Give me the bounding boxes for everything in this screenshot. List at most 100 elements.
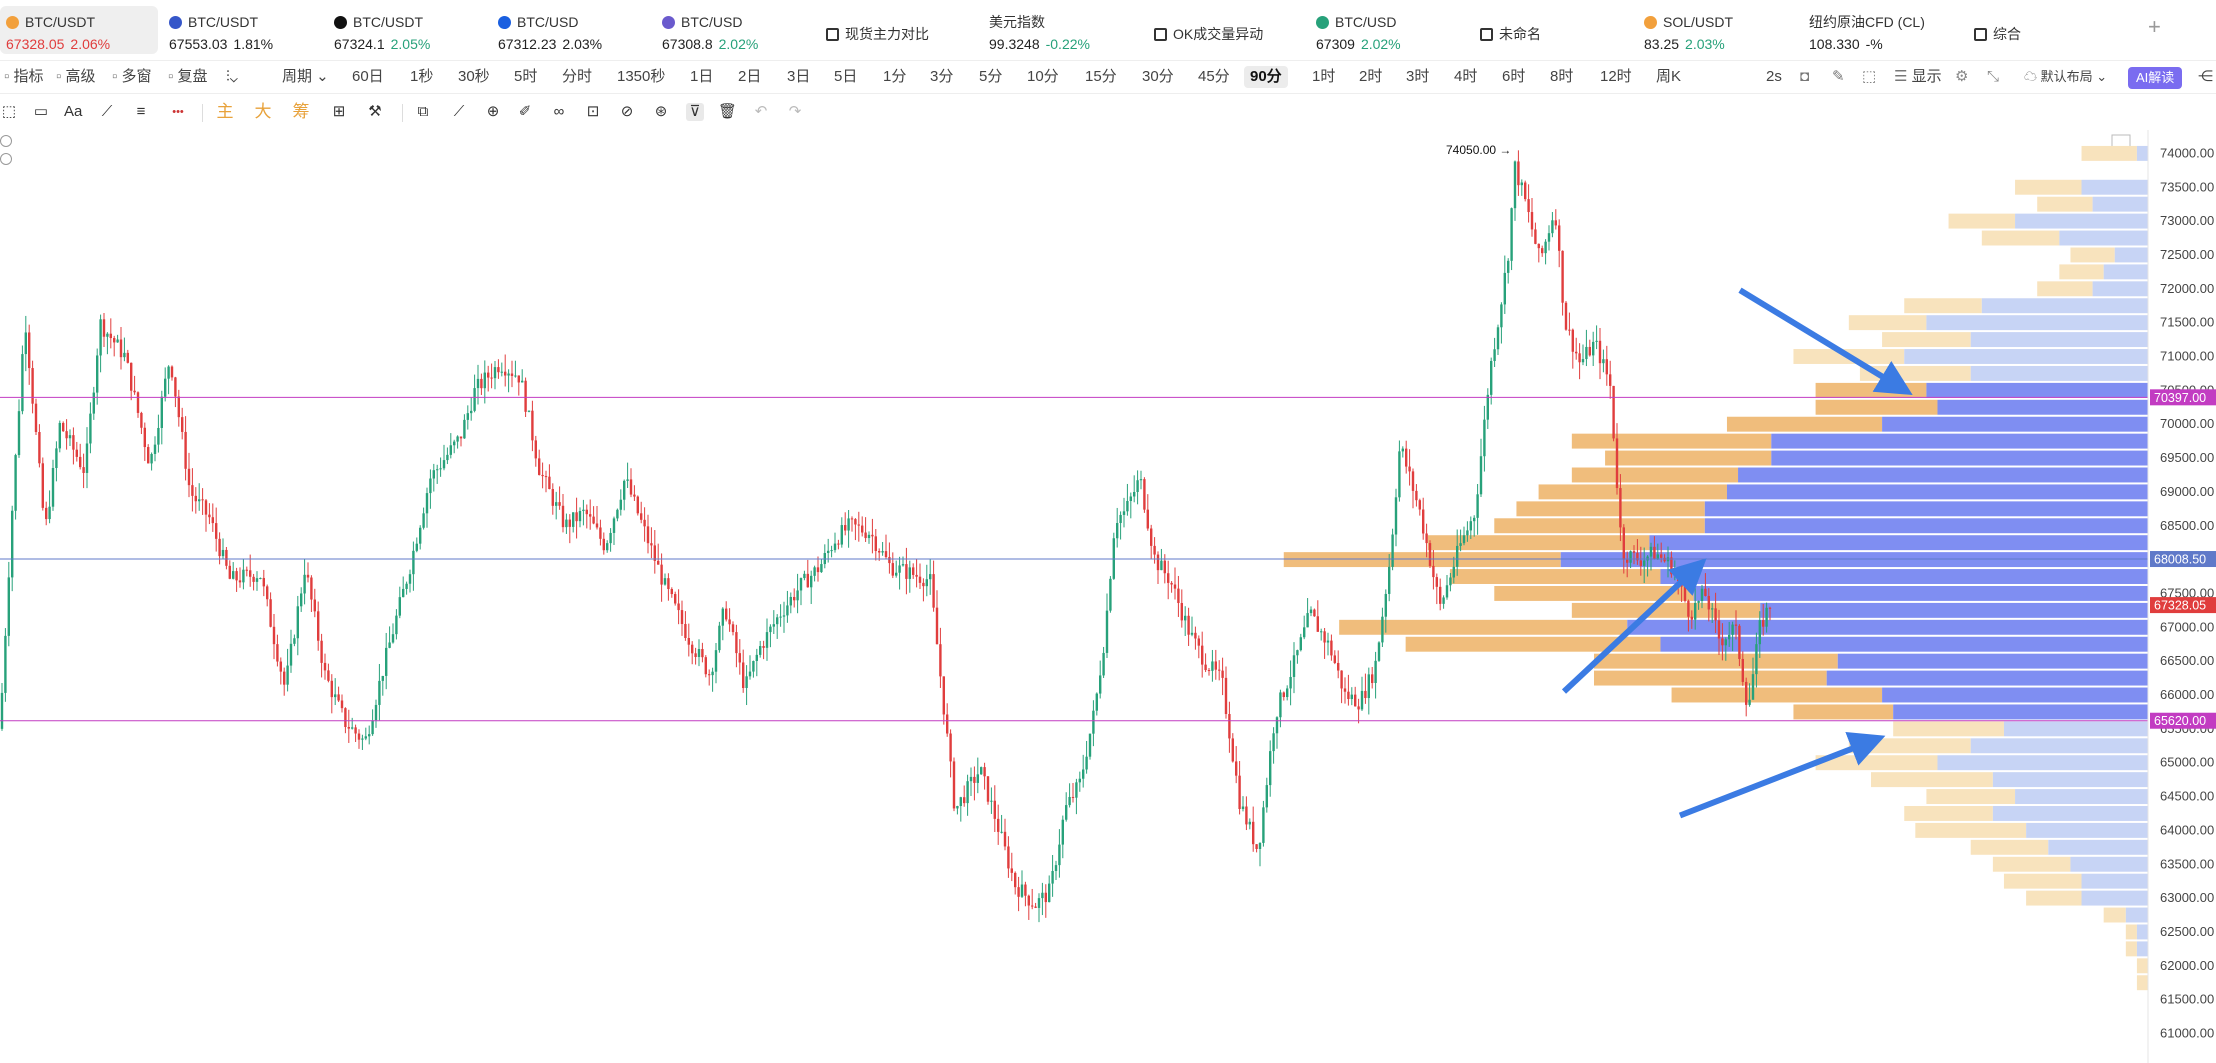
period-option[interactable]: 1秒 <box>410 68 434 85</box>
ai-interpret-button[interactable]: AI解读 <box>2128 67 2183 89</box>
pencil-icon[interactable]: ✎ <box>1832 68 1845 85</box>
ticker-change: 2.06% <box>70 36 111 52</box>
period-option[interactable]: 3日 <box>787 68 811 85</box>
ticker-tab[interactable]: 未命名 <box>1478 6 1628 54</box>
period-option[interactable]: 3分 <box>930 68 954 85</box>
candle-body <box>1493 349 1496 361</box>
vp-bar-sell <box>1948 213 2016 229</box>
candle-body <box>589 514 592 517</box>
ticker-tab[interactable]: BTC/USDT 67553.03 1.81% <box>167 6 317 54</box>
ticker-tab[interactable]: 美元指数 99.3248 -0.22% <box>987 6 1137 54</box>
period-option[interactable]: 5分 <box>979 68 1003 85</box>
collapse-icon[interactable] <box>0 135 12 147</box>
ticker-tab[interactable]: OK成交量异动 <box>1152 6 1302 54</box>
ruler-icon[interactable]: ⟋ <box>453 103 465 120</box>
y-tick-label: 73500.00 <box>2160 179 2214 194</box>
main-indicator[interactable]: 主 <box>216 102 234 121</box>
period-option[interactable]: 1350秒 <box>617 68 666 85</box>
period-option[interactable]: 90分 <box>1244 66 1288 88</box>
rectangle-icon[interactable]: ▭ <box>33 103 49 120</box>
candle-body <box>1592 341 1595 356</box>
period-option[interactable]: 1时 <box>1312 68 1336 85</box>
chart-type-button[interactable]: ⫶⌄ <box>226 66 238 88</box>
period-option[interactable]: 60日 <box>352 68 384 85</box>
candle-body <box>701 649 704 658</box>
redo-icon[interactable]: ↷ <box>788 103 802 120</box>
lock-icon[interactable]: ⊡ <box>586 103 600 120</box>
camera-icon[interactable]: ◘ <box>1800 68 1810 85</box>
vp-bar-sell <box>2059 264 2104 280</box>
ticker-tab[interactable]: SOL/USDT 83.25 2.03% <box>1642 6 1792 54</box>
ticker-tab[interactable]: 综合 <box>1972 6 2122 54</box>
link-icon[interactable]: ∞ <box>553 103 565 120</box>
period-option[interactable]: 5日 <box>834 68 858 85</box>
period-option[interactable]: 分时 <box>562 68 593 85</box>
expand-icon[interactable]: ⬚ <box>1862 68 1877 85</box>
candle-body <box>449 445 452 455</box>
text-icon[interactable]: Aa <box>64 103 83 120</box>
zoom-in-icon[interactable]: ⊕ <box>486 103 500 120</box>
indicator-button[interactable]: ▫ 指标 <box>4 66 44 88</box>
layout-button[interactable]: ☁ 默认布局 ⌄ <box>2024 66 2107 88</box>
period-option[interactable]: 1分 <box>883 68 907 85</box>
candle-body <box>385 647 388 676</box>
large-indicator[interactable]: 大 <box>254 102 272 121</box>
undo-icon[interactable]: ↶ <box>754 103 768 120</box>
period-option[interactable]: 15分 <box>1085 68 1117 85</box>
collapse-icon[interactable] <box>0 153 12 165</box>
filter-icon[interactable]: ⊽ <box>686 103 704 121</box>
ticker-tab[interactable]: 现货主力对比 <box>824 6 974 54</box>
shrink-icon[interactable]: ⤡ <box>1987 68 2000 85</box>
period-option[interactable]: 周K <box>1656 68 1682 85</box>
candle-body <box>1262 807 1265 843</box>
period-option[interactable]: 1日 <box>690 68 714 85</box>
ticker-tab[interactable]: BTC/USDT 67324.1 2.05% <box>332 6 482 54</box>
period-menu-button[interactable]: 周期 ⌄ <box>282 66 329 88</box>
ticker-tab[interactable]: 纽约原油CFD (CL) 108.330 -% <box>1807 6 1957 54</box>
layers-icon[interactable]: ⊛ <box>654 103 668 120</box>
period-option[interactable]: 8时 <box>1550 68 1574 85</box>
ticker-tab[interactable]: BTC/USDT 67328.05 2.06% <box>0 6 158 54</box>
candle-body <box>572 512 575 527</box>
advanced-button[interactable]: ▫ 高级 <box>56 66 96 88</box>
candle-body <box>1571 329 1574 352</box>
chart-canvas[interactable]: 74050.00 →74500.0074000.0073500.0073000.… <box>0 130 2216 1063</box>
add-tab-button[interactable]: + <box>2148 14 2161 39</box>
vp-bar-sell <box>1449 569 1661 584</box>
cursor-icon[interactable]: ⬚ <box>1 103 17 120</box>
settings-icon[interactable]: ⚙ <box>1955 68 1969 85</box>
period-option[interactable]: 30秒 <box>458 68 490 85</box>
ticker-tab[interactable]: BTC/USD 67308.8 2.02% <box>660 6 810 54</box>
candle-body <box>1626 559 1629 563</box>
candle-body <box>1333 655 1336 663</box>
line-icon[interactable]: ⟋ <box>101 103 113 120</box>
period-option[interactable]: 10分 <box>1027 68 1059 85</box>
multi-window-button[interactable]: ▫ 多窗 <box>112 66 152 88</box>
period-option[interactable]: 12时 <box>1600 68 1632 85</box>
period-option[interactable]: 30分 <box>1142 68 1174 85</box>
ticker-tab[interactable]: BTC/USD 67309 2.02% <box>1314 6 1464 54</box>
more-dots-icon[interactable]: ••• <box>172 106 184 118</box>
display-button[interactable]: ☰ 显示 <box>1894 66 1942 88</box>
magnet-icon[interactable]: ⊞ <box>332 103 346 120</box>
refresh-interval[interactable]: 2s <box>1766 68 1782 85</box>
period-option[interactable]: 6时 <box>1502 68 1526 85</box>
period-option[interactable]: 4时 <box>1454 68 1478 85</box>
brush-icon[interactable]: ✐ <box>518 103 532 120</box>
period-option[interactable]: 2日 <box>738 68 762 85</box>
share-icon[interactable]: ⋲ <box>2198 68 2213 85</box>
copy-icon[interactable]: ⧉ <box>417 103 429 120</box>
period-option[interactable]: 5时 <box>514 68 538 85</box>
ticker-tab[interactable]: BTC/USD 67312.23 2.03% <box>496 6 646 54</box>
period-option[interactable]: 3时 <box>1406 68 1430 85</box>
replay-button[interactable]: ▫ 复盘 <box>168 66 208 88</box>
ruler-measure-icon[interactable]: ⚒ <box>368 103 382 120</box>
eye-off-icon[interactable]: ⊘ <box>620 103 634 120</box>
menu-lines-icon[interactable]: ≡ <box>136 103 146 120</box>
period-option[interactable]: 2时 <box>1359 68 1383 85</box>
price-chart[interactable]: 74050.00 →74500.0074000.0073500.0073000.… <box>0 130 2216 1063</box>
candle-body <box>901 564 905 566</box>
trash-icon[interactable]: 🗑 <box>718 103 738 120</box>
period-option[interactable]: 45分 <box>1198 68 1230 85</box>
chip-indicator[interactable]: 筹 <box>292 102 310 121</box>
